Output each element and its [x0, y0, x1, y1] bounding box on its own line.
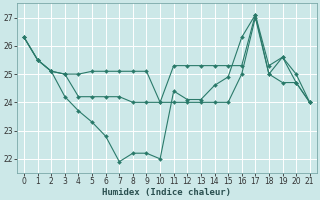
X-axis label: Humidex (Indice chaleur): Humidex (Indice chaleur) [102, 188, 231, 197]
